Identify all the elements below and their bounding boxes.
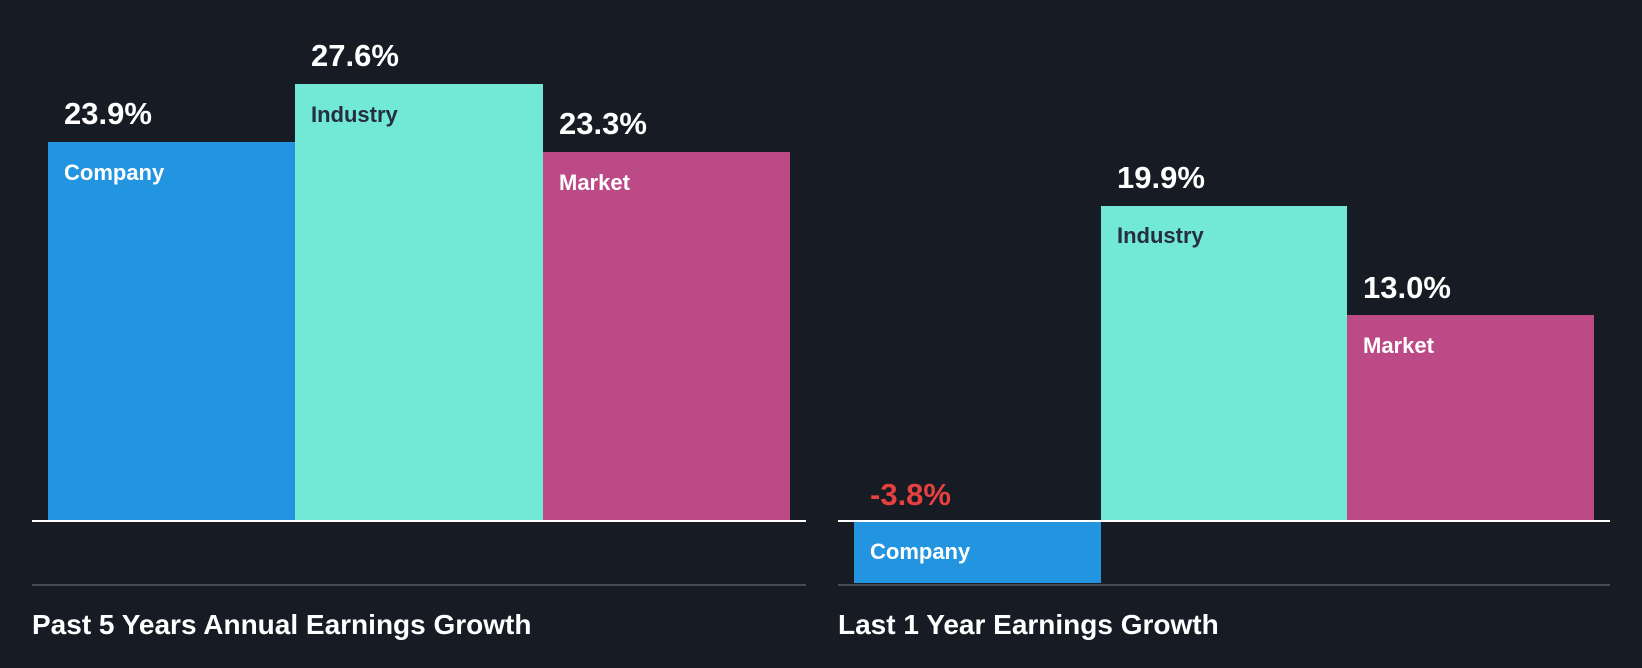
- zero-axis: [838, 520, 1610, 522]
- bar-market: [1347, 315, 1594, 521]
- value-industry: 19.9%: [1117, 160, 1205, 195]
- baseline-divider: [32, 584, 806, 586]
- chart-title: Past 5 Years Annual Earnings Growth: [32, 609, 532, 640]
- label-company: Company: [64, 160, 165, 185]
- label-market: Market: [1363, 333, 1434, 358]
- label-company: Company: [870, 539, 971, 564]
- bar-industry: [295, 84, 543, 521]
- baseline-divider: [838, 584, 1610, 586]
- chart-title: Last 1 Year Earnings Growth: [838, 609, 1219, 640]
- label-industry: Industry: [311, 102, 398, 127]
- value-market: 13.0%: [1363, 270, 1451, 305]
- value-company: -3.8%: [870, 477, 951, 512]
- value-industry: 27.6%: [311, 38, 399, 73]
- bar-company: [48, 142, 295, 521]
- bar-market: [543, 152, 790, 521]
- bar-industry: [1101, 206, 1347, 521]
- value-company: 23.9%: [64, 96, 152, 131]
- value-market: 23.3%: [559, 106, 647, 141]
- label-industry: Industry: [1117, 223, 1204, 248]
- label-market: Market: [559, 170, 630, 195]
- zero-axis: [32, 520, 806, 522]
- bar-company: [854, 521, 1101, 583]
